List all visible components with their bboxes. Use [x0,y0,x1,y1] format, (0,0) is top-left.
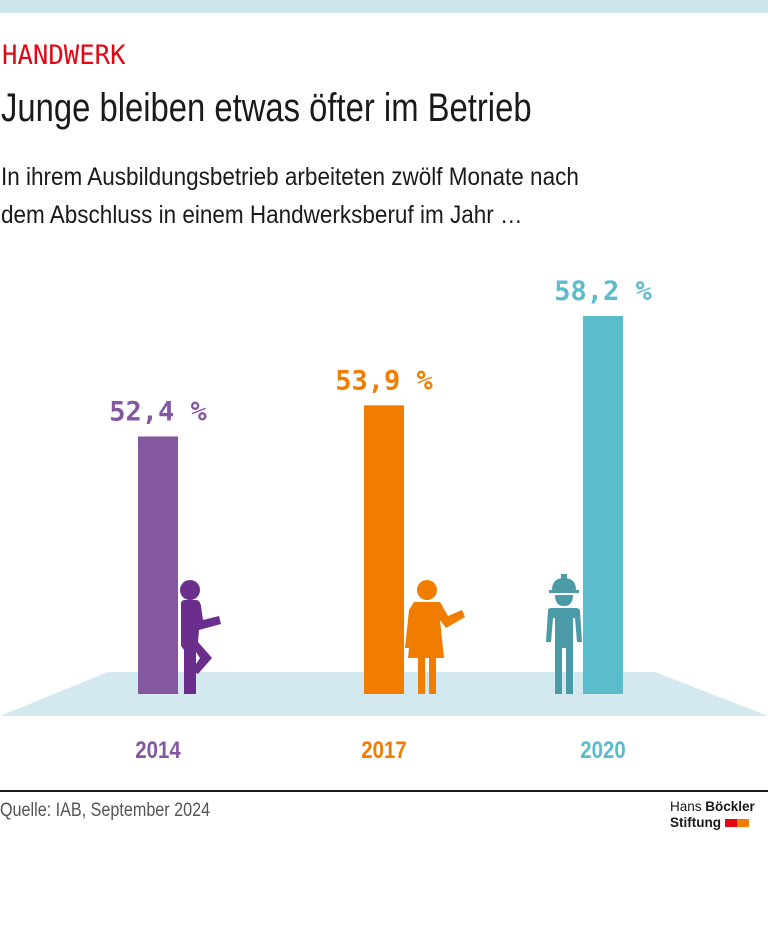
subtitle-line-2: dem Abschluss in einem Handwerksberuf im… [1,201,523,229]
woman-icon [405,580,465,694]
hbs-logo: Hans Böckler Stiftung [670,799,755,831]
bar-chart: 52,4 % 53,9 % 58,2 % 2014 2017 2020 [0,276,768,763]
subtitle-line-1: In ihrem Ausbildungsbetrieb arbeiteten z… [1,163,579,191]
x-tick-2014: 2014 [135,736,181,763]
construction-worker-icon [546,574,582,694]
chart-subtitle: In ihrem Ausbildungsbetrieb arbeiteten z… [1,158,768,234]
leaning-man-icon [180,580,221,694]
bar-2020 [583,316,623,694]
logo-stiftung: Stiftung [670,815,721,830]
logo-hans: Hans [670,799,706,814]
value-label-2020: 58,2 % [554,276,652,307]
logo-boeckler: Böckler [705,799,755,814]
kicker: HANDWERK [2,40,126,71]
logo-red-square [724,819,737,828]
bar-2017 [364,405,404,694]
footer-rule [0,790,768,792]
top-band [0,0,768,13]
x-tick-2017: 2017 [361,736,406,763]
bar-2014 [138,436,178,694]
logo-orange-square [736,819,749,828]
x-tick-2020: 2020 [580,736,625,763]
chart-title: Junge bleiben etwas öfter im Betrieb [1,86,532,130]
value-label-2014: 52,4 % [109,396,207,427]
source-note: Quelle: IAB, September 2024 [0,800,211,821]
value-label-2017: 53,9 % [335,365,433,396]
